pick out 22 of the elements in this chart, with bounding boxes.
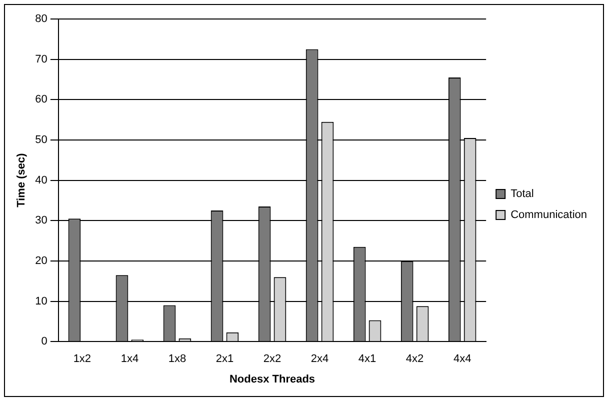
x-tick-label: 2x2 [263,353,282,366]
legend-label: Communication [510,209,587,222]
x-tick-label: 1x2 [73,353,92,366]
x-tick-label: 2x1 [216,353,234,366]
y-tick-label: 10 [35,295,48,308]
y-tick-label: 20 [35,254,48,267]
x-tick-label: 4x4 [453,353,472,366]
x-tick-label: 1x4 [120,353,139,366]
x-tick-label: 1x8 [168,353,186,366]
legend-label: Total [510,188,534,200]
y-axis-title: Time (sec) [16,152,28,208]
y-tick-label: 70 [35,53,48,66]
x-axis-title: Nodesx Threads [229,373,316,386]
y-tick-label: 30 [35,214,48,227]
x-tick-label: 2x4 [310,353,329,366]
y-tick-label: 0 [41,336,48,348]
y-tick-label: 80 [35,13,48,26]
y-tick-label: 50 [35,134,48,146]
y-tick-label: 60 [35,94,48,106]
x-tick-label: 4x1 [358,353,376,366]
y-tick-label: 40 [35,174,48,186]
x-tick-label: 4x2 [406,353,424,366]
